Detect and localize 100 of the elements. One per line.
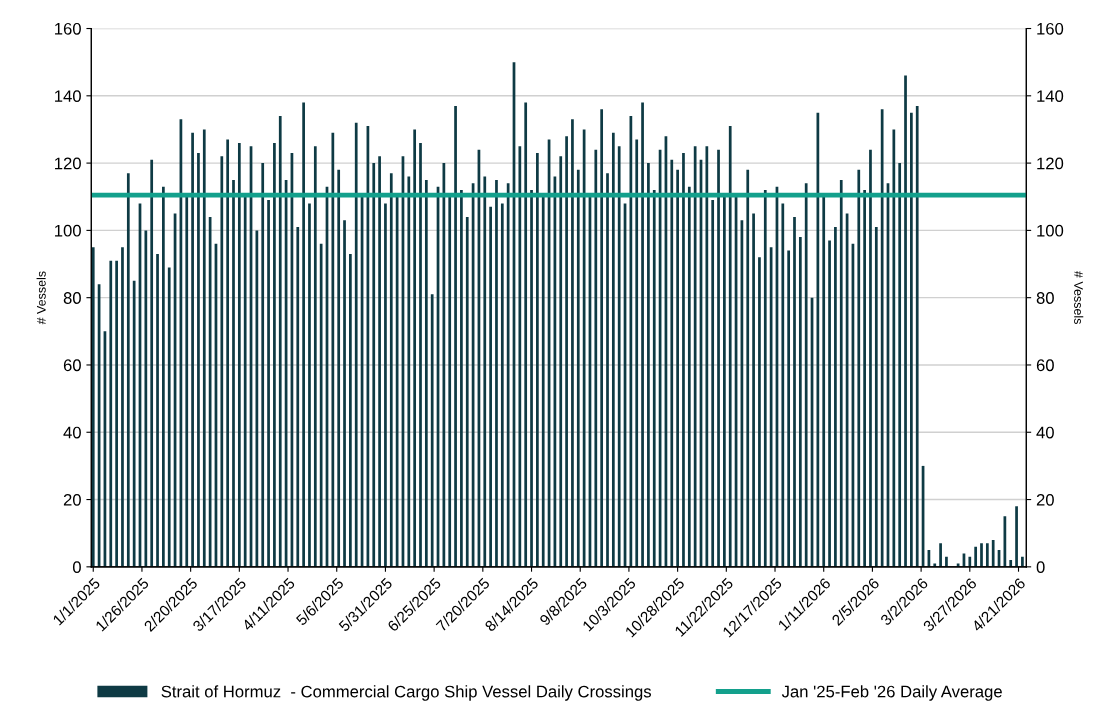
bar [910, 112, 913, 567]
bar [647, 163, 650, 567]
bar [541, 196, 545, 567]
bar [804, 183, 808, 567]
bar [389, 173, 393, 567]
bar [676, 169, 679, 567]
bar [711, 200, 715, 567]
bar [635, 139, 639, 567]
bar [781, 203, 785, 567]
bar [693, 146, 697, 567]
bar [424, 179, 428, 567]
bar [1009, 560, 1013, 567]
bar [565, 136, 568, 567]
bar [156, 253, 159, 567]
bar [682, 153, 685, 567]
y-tick-label: 100 [55, 224, 81, 237]
bar [670, 159, 674, 567]
bar [91, 247, 95, 567]
bar [489, 206, 492, 567]
bar [594, 149, 598, 567]
bar [191, 132, 194, 567]
bar [483, 176, 487, 567]
bar [144, 230, 148, 567]
bar [1015, 506, 1018, 567]
bar [384, 203, 387, 567]
bar [121, 247, 124, 567]
bar [687, 186, 691, 567]
y2-tick-label: 20 [1036, 493, 1054, 506]
bar [904, 75, 907, 567]
y-tick-label: 160 [55, 22, 81, 35]
bar [933, 563, 937, 567]
bar [869, 149, 872, 567]
bar [267, 200, 270, 567]
bar [500, 203, 504, 567]
bar [202, 129, 206, 567]
bar [296, 227, 300, 567]
y2-tick-label: 120 [1037, 157, 1064, 170]
bar [220, 156, 224, 567]
bar [126, 173, 130, 567]
bar [524, 102, 528, 567]
bar [430, 294, 434, 567]
bar [874, 227, 878, 567]
bar [343, 220, 346, 567]
bar [752, 213, 755, 567]
bar [150, 159, 154, 567]
bar [319, 243, 323, 567]
bar [828, 240, 831, 567]
y-tick-label: 140 [55, 90, 81, 103]
bar [237, 142, 241, 567]
bar [302, 102, 305, 567]
bar [518, 146, 522, 567]
bar [413, 129, 417, 567]
bar [571, 119, 574, 567]
y2-tick-label: 160 [1037, 22, 1064, 35]
bar [600, 109, 604, 567]
y-axis-title: # Vessels [36, 271, 46, 325]
bar [787, 250, 791, 567]
legend-label: Jan '25-Feb '26 Daily Average [781, 685, 1002, 701]
y2-tick-label: 80 [1036, 292, 1054, 304]
bar [705, 146, 709, 567]
bar [822, 196, 826, 567]
bar [880, 109, 884, 567]
bar [723, 196, 726, 567]
bar [892, 129, 896, 567]
bar [915, 105, 919, 567]
bar [611, 132, 615, 567]
bar [617, 146, 621, 567]
bar [974, 546, 978, 567]
y-tick-label: 20 [63, 493, 81, 506]
bar [898, 163, 902, 567]
bar [793, 216, 796, 567]
bar [448, 196, 452, 567]
y-tick-label: 40 [63, 426, 81, 439]
bar [863, 190, 866, 567]
y-tick-label: 0 [72, 561, 81, 574]
bar [115, 260, 118, 567]
bar [763, 190, 767, 567]
y2-tick-label: 100 [1037, 224, 1064, 237]
bar [232, 179, 235, 567]
bar [349, 253, 352, 567]
bar [162, 186, 165, 567]
bar [506, 183, 510, 567]
bar [273, 142, 276, 567]
y2-tick-label: 0 [1036, 561, 1045, 574]
bar [576, 169, 580, 567]
bar [1021, 556, 1024, 567]
bar [261, 163, 265, 567]
bar [945, 556, 948, 567]
bar [419, 142, 422, 567]
bar [536, 153, 539, 567]
bar [530, 190, 533, 567]
bar [641, 102, 644, 567]
bar [378, 156, 381, 567]
legend-label: Strait of Hormuz - Commercial Cargo Ship Vessel Daily Crossings [161, 685, 652, 701]
bar [985, 543, 989, 567]
y2-tick-label: 60 [1036, 359, 1054, 372]
bar [331, 132, 335, 567]
bar [839, 179, 843, 567]
bar [606, 173, 609, 567]
bar [798, 237, 802, 567]
